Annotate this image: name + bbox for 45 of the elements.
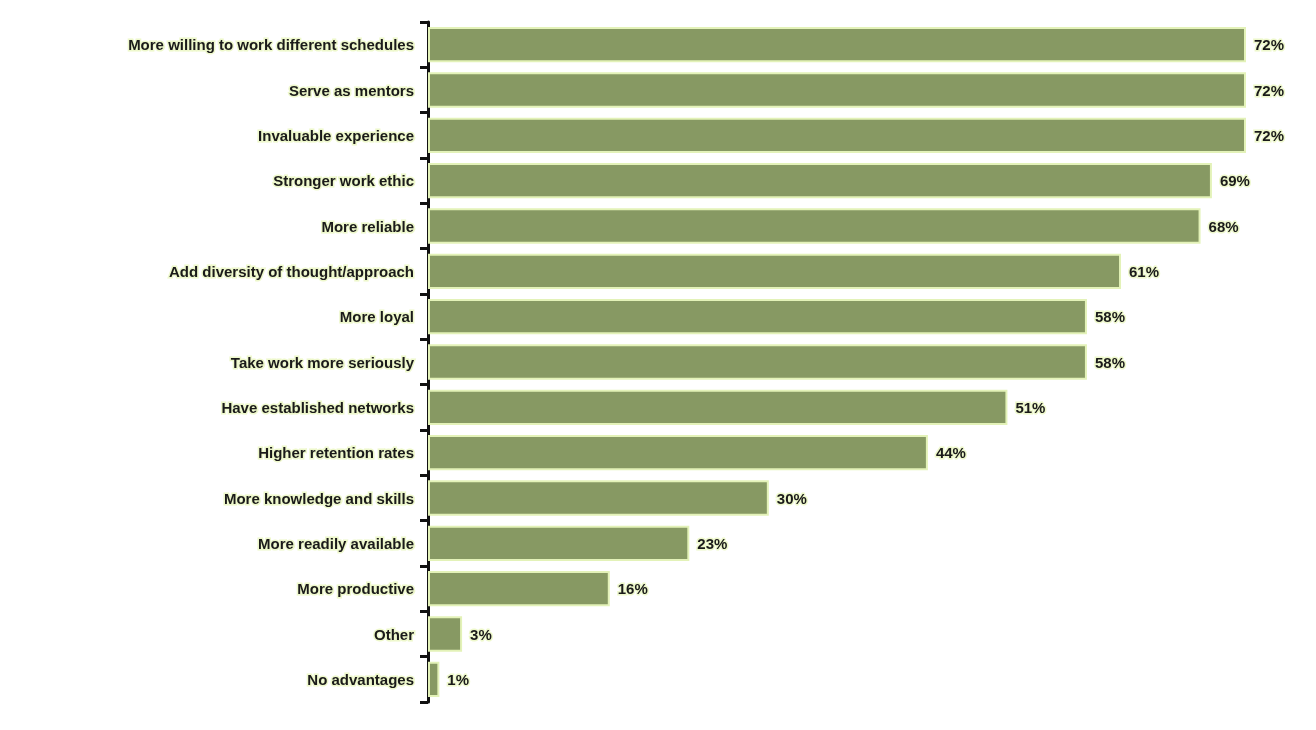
y-tick-label: More productive — [297, 580, 414, 598]
y-tick-label: Other — [373, 625, 415, 643]
bar — [428, 117, 1246, 154]
y-tick-label: Serve as mentors — [288, 81, 414, 99]
data-label: 30% — [776, 489, 807, 507]
y-tick-label: More reliable — [321, 217, 414, 235]
data-label: 44% — [935, 444, 966, 462]
y-tick-label: Stronger work ethic — [273, 172, 414, 190]
data-label: 72% — [1254, 126, 1285, 144]
y-tick-label: Have established networks — [221, 398, 414, 416]
bar — [428, 26, 1246, 63]
data-label: 69% — [1219, 172, 1250, 190]
y-tick-label: Take work more seriously — [230, 353, 415, 371]
data-label: 58% — [1094, 308, 1125, 326]
bar — [428, 570, 610, 607]
y-tick-label: No advantages — [307, 670, 414, 688]
y-tick-label: More willing to work different schedules — [128, 36, 414, 54]
data-label: 61% — [1129, 262, 1160, 280]
bar — [428, 253, 1122, 290]
bar — [428, 162, 1212, 199]
y-tick-label: More loyal — [339, 308, 414, 326]
bar — [428, 298, 1087, 335]
bar — [428, 616, 463, 652]
bar — [428, 389, 1008, 426]
data-label: 51% — [1015, 398, 1046, 416]
bar — [428, 525, 690, 562]
data-label: 58% — [1094, 353, 1125, 371]
bar — [428, 208, 1201, 244]
data-label: 23% — [697, 534, 728, 552]
bar — [428, 72, 1246, 108]
data-label: 68% — [1208, 217, 1239, 235]
y-tick-label: Invaluable experience — [258, 126, 414, 144]
data-label: 72% — [1254, 81, 1285, 99]
bar — [428, 434, 928, 471]
data-label: 16% — [617, 580, 648, 598]
bar — [428, 344, 1087, 380]
data-label: 72% — [1254, 36, 1285, 54]
y-tick-label: Higher retention rates — [258, 444, 414, 462]
y-tick-label: More readily available — [258, 534, 414, 552]
y-tick-label: More knowledge and skills — [223, 489, 414, 507]
data-label: 3% — [470, 625, 492, 643]
data-label: 1% — [447, 670, 470, 688]
bar — [428, 480, 769, 516]
y-tick-label: Add diversity of thought/approach — [168, 262, 414, 280]
bar — [428, 661, 440, 698]
